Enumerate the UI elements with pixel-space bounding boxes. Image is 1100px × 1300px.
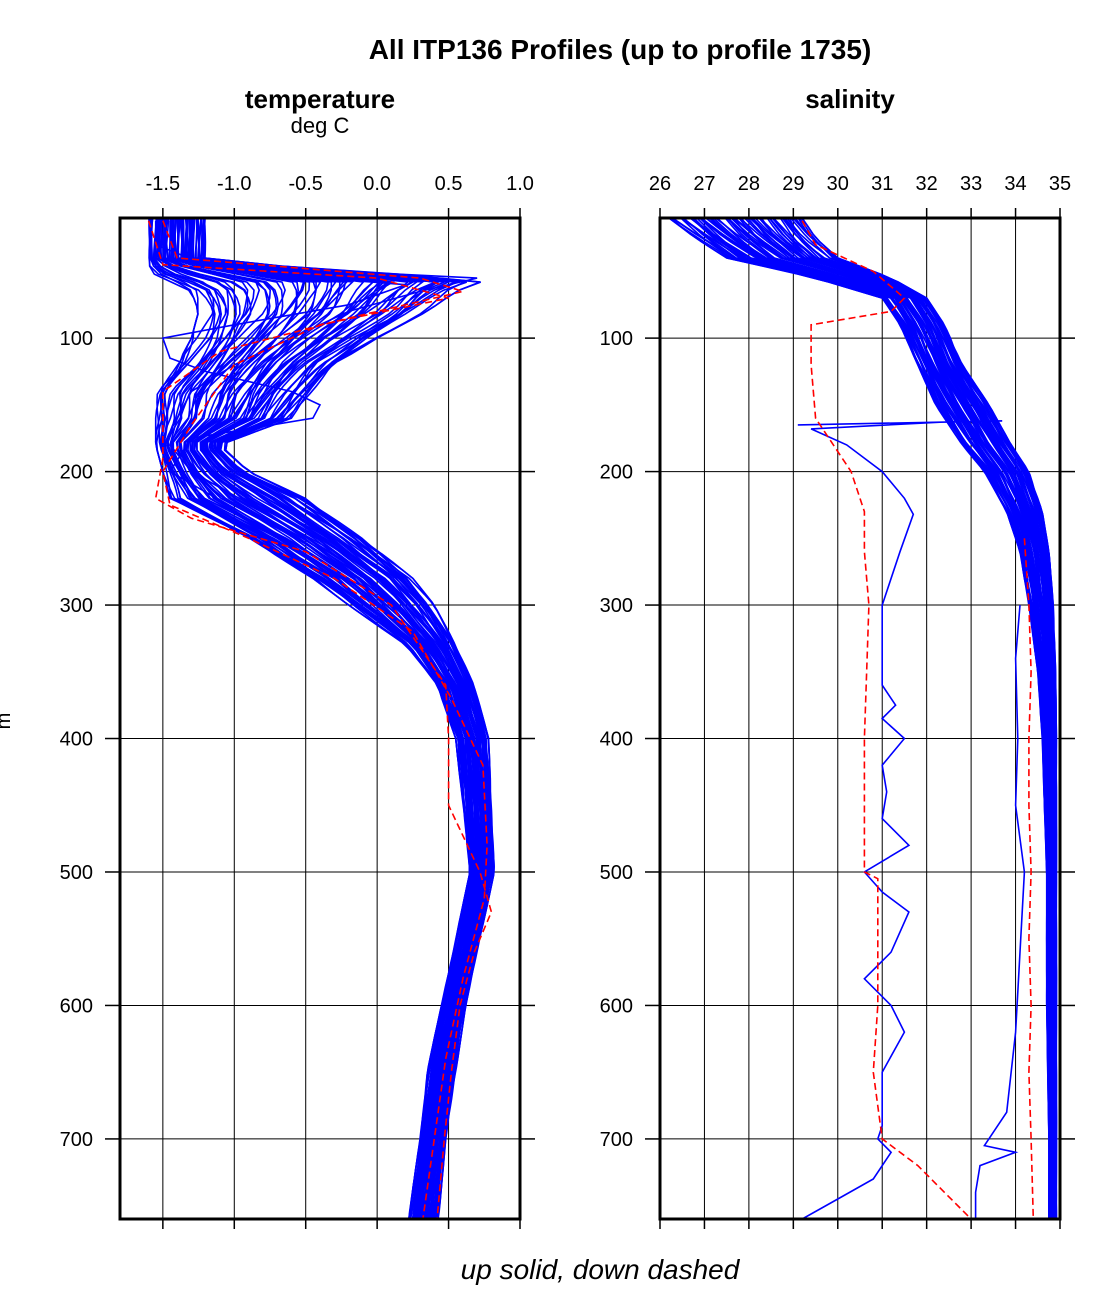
temperature-ytick-label-2: 300 — [60, 595, 93, 617]
salinity-panel-title: salinity — [805, 84, 895, 114]
salinity-xtick-label-2: 28 — [738, 173, 760, 195]
salinity-ytick-label-3: 400 — [600, 729, 633, 751]
temperature-xtick-label-1: -1.0 — [217, 173, 251, 195]
temperature-ytick-label-1: 200 — [60, 462, 93, 484]
salinity-xtick-label-3: 29 — [782, 173, 804, 195]
salinity-ytick-label-1: 200 — [600, 462, 633, 484]
salinity-plot: 26 27 28 29 30 31 32 33 34 35 100 200 300 400 500 600 70… — [600, 173, 1075, 1229]
temperature-xtick-label-5: 1.0 — [506, 173, 534, 195]
salinity-xtick-label-5: 31 — [871, 173, 893, 195]
salinity-frame — [658, 216, 1062, 1221]
temperature-ytick-label-4: 500 — [60, 862, 93, 884]
temperature-plot: -1.5 -1.0 -0.5 0.0 0.5 1.0 100 200 300 400 500 600 7… — [60, 173, 535, 1229]
salinity-xtick-label-7: 33 — [960, 173, 982, 195]
salinity-series-1-down — [801, 220, 972, 1219]
temperature-xtick-label-2: -0.5 — [288, 173, 322, 195]
temperature-panel-title: temperature — [245, 84, 395, 114]
salinity-ytick-label-0: 100 — [600, 328, 633, 350]
temperature-xtick-label-3: 0.0 — [363, 173, 391, 195]
temperature-ytick-label-6: 700 — [60, 1129, 93, 1151]
temperature-series-3-down — [147, 220, 488, 1219]
salinity-ytick-label-2: 300 — [600, 595, 633, 617]
temperature-axis-unit: deg C — [291, 113, 350, 138]
salinity-xtick-label-8: 34 — [1004, 173, 1026, 195]
salinity-xtick-label-9: 35 — [1049, 173, 1071, 195]
salinity-xtick-label-1: 27 — [693, 173, 715, 195]
salinity-series-3-down — [1023, 538, 1035, 1219]
temperature-series-2-down — [154, 220, 493, 1219]
salinity-up-profile-69 — [801, 218, 1058, 1219]
temperature-frame — [118, 216, 522, 1221]
salinity-data-layer — [668, 218, 1058, 1219]
salinity-xtick-label-4: 30 — [827, 173, 849, 195]
depth-axis-label: m — [0, 713, 15, 730]
salinity-ytick-label-6: 700 — [600, 1129, 633, 1151]
salinity-series-2-up — [974, 605, 1026, 1219]
figure-caption: up solid, down dashed — [461, 1254, 741, 1285]
temperature-series-1-up — [161, 220, 484, 1219]
salinity-xtick-label-0: 26 — [649, 173, 671, 195]
figure-title: All ITP136 Profiles (up to profile 1735) — [369, 34, 872, 65]
temperature-up-profile-69 — [202, 218, 495, 1219]
temperature-xtick-label-0: -1.5 — [146, 173, 180, 195]
salinity-series-0-up — [797, 420, 1003, 1219]
temperature-ytick-label-3: 400 — [60, 729, 93, 751]
temperature-ytick-label-0: 100 — [60, 328, 93, 350]
temperature-up-profile-28 — [169, 218, 482, 1219]
salinity-xtick-label-6: 32 — [916, 173, 938, 195]
salinity-ytick-label-4: 500 — [600, 862, 633, 884]
salinity-ytick-label-5: 600 — [600, 995, 633, 1017]
temperature-ytick-label-5: 600 — [60, 995, 93, 1017]
temperature-data-layer — [147, 218, 495, 1219]
temperature-xtick-label-4: 0.5 — [435, 173, 463, 195]
